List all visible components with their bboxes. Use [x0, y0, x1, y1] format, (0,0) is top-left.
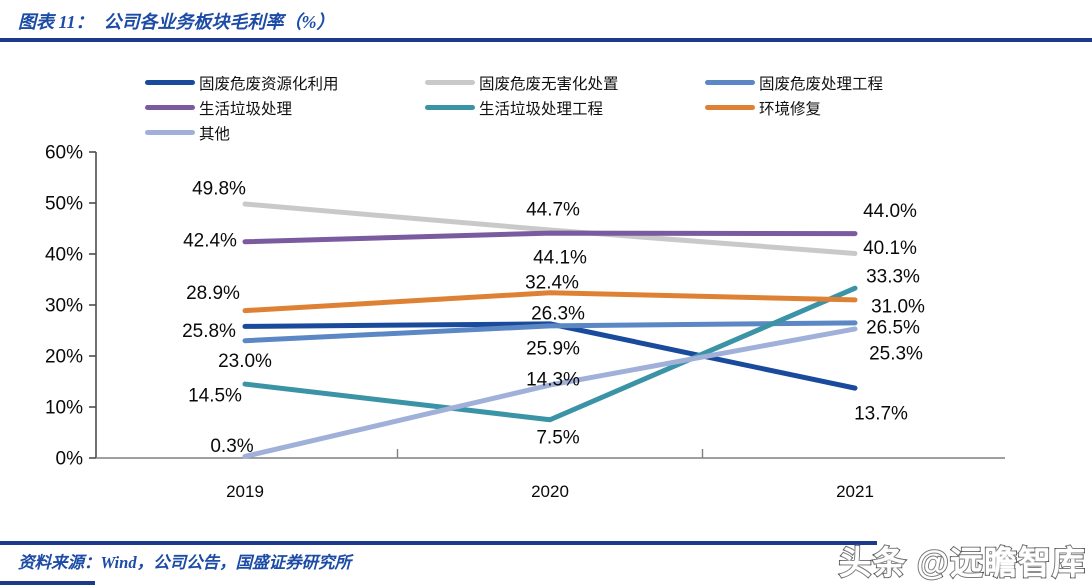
- header-divider: [0, 38, 1092, 42]
- data-label: 14.3%: [526, 370, 580, 391]
- y-tick-label: 0%: [56, 449, 84, 470]
- data-label: 26.5%: [866, 317, 920, 338]
- legend-item: 生活垃圾处理: [145, 95, 425, 120]
- series-line-2: [242, 320, 858, 344]
- x-tick-label: 2021: [836, 482, 874, 501]
- legend-item: 生活垃圾处理工程: [425, 95, 705, 120]
- figure-header: 图表 11： 公司各业务板块毛利率（%）: [18, 8, 335, 34]
- chart-legend: 固废危废资源化利用 固废危废无害化处置 固废危废处理工程 生活垃圾处理 生活垃圾…: [145, 70, 1005, 145]
- legend-label: 固废危废无害化处置: [479, 75, 619, 93]
- source-note: 资料来源：Wind，公司公告，国盛证券研究所: [18, 553, 352, 572]
- legend-item: 固废危废无害化处置: [425, 70, 705, 95]
- y-tick-label: 40%: [45, 245, 83, 266]
- legend-label: 其他: [199, 125, 231, 143]
- legend-item: 环境修复: [705, 95, 985, 120]
- series-line-1: [242, 201, 858, 256]
- footer-divider: [0, 541, 877, 545]
- data-label: 44.1%: [533, 248, 587, 269]
- data-label: 33.3%: [866, 267, 920, 288]
- series-line-3: [242, 230, 858, 245]
- legend-swatch: [145, 105, 195, 110]
- y-tick-label: 30%: [45, 296, 83, 317]
- legend-swatch: [425, 105, 475, 110]
- series-line-5: [242, 290, 858, 314]
- legend-label: 固废危废资源化利用: [199, 75, 339, 93]
- legend-item: 其他: [145, 120, 425, 145]
- data-label: 0.3%: [210, 436, 253, 457]
- y-tick-label: 20%: [45, 347, 83, 368]
- series-line-4: [242, 285, 858, 423]
- legend-swatch: [705, 80, 755, 85]
- data-label: 44.0%: [863, 201, 917, 222]
- data-label: 23.0%: [218, 351, 272, 372]
- series-line-6: [242, 326, 858, 459]
- page-bottom-divider-stub: [0, 581, 95, 585]
- y-tick-label: 50%: [45, 194, 83, 215]
- legend-swatch: [145, 130, 195, 135]
- data-label: 25.9%: [526, 338, 580, 359]
- legend-item: 固废危废资源化利用: [145, 70, 425, 95]
- legend-swatch: [705, 105, 755, 110]
- figure-label: 图表 11：: [18, 12, 94, 32]
- y-tick-label: 60%: [45, 143, 83, 164]
- legend-label: 固废危废处理工程: [759, 75, 884, 93]
- legend-swatch: [425, 80, 475, 85]
- data-label: 40.1%: [863, 238, 917, 259]
- data-label: 49.8%: [192, 179, 246, 200]
- legend-item: 固废危废处理工程: [705, 70, 985, 95]
- figure-title: 公司各业务板块毛利率（%）: [103, 12, 335, 32]
- data-label: 28.9%: [186, 283, 240, 304]
- legend-label: 环境修复: [759, 100, 822, 118]
- data-label: 14.5%: [188, 386, 242, 407]
- x-tick-label: 2019: [226, 482, 264, 501]
- legend-swatch: [145, 80, 195, 85]
- data-label: 7.5%: [536, 427, 579, 448]
- data-label: 25.8%: [182, 321, 236, 342]
- data-label: 13.7%: [854, 404, 908, 425]
- y-tick-label: 10%: [45, 398, 83, 419]
- x-tick-label: 2020: [531, 482, 569, 501]
- legend-label: 生活垃圾处理: [199, 100, 293, 118]
- data-label: 31.0%: [871, 296, 925, 317]
- watermark: 头条 @远瞻智库: [838, 543, 1086, 582]
- data-label: 26.3%: [531, 303, 585, 324]
- data-label: 44.7%: [526, 200, 580, 221]
- data-label: 42.4%: [183, 230, 237, 251]
- data-label: 25.3%: [869, 343, 923, 364]
- legend-label: 生活垃圾处理工程: [479, 100, 604, 118]
- data-label: 32.4%: [525, 272, 579, 293]
